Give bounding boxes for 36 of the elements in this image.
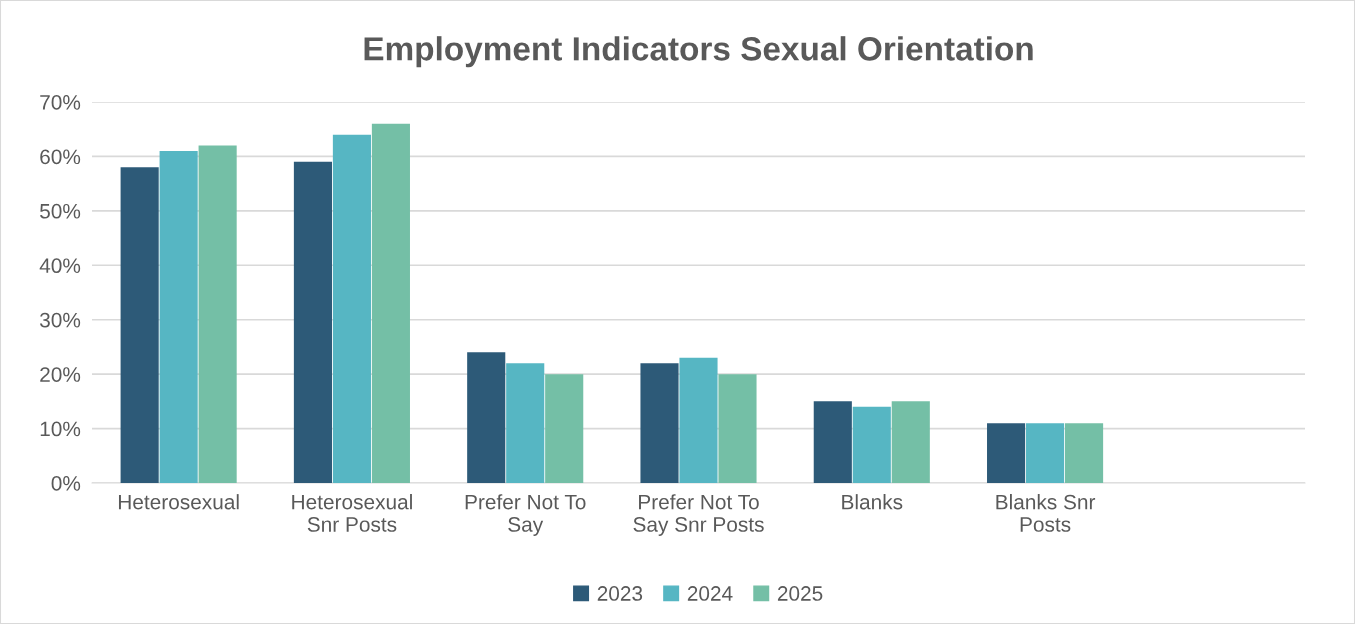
x-tick-label: Prefer Not To Say Snr Posts <box>633 494 764 536</box>
bar <box>332 134 371 483</box>
bar <box>120 167 159 483</box>
bar <box>852 406 891 483</box>
y-tick-label: 20% <box>40 367 81 382</box>
x-tick-label: Heterosexual Snr Posts <box>292 494 412 532</box>
bar <box>506 363 545 483</box>
bar <box>987 423 1026 483</box>
bar <box>640 363 679 483</box>
chart-title: Employment Indicators Sexual Orientation <box>364 36 1033 68</box>
x-tick-label: Blanks <box>842 494 903 510</box>
bar <box>813 401 852 483</box>
y-tick-label: 0% <box>51 476 81 491</box>
y-tick-label: 60% <box>40 149 81 165</box>
legend-label: 2023 <box>597 586 643 601</box>
legend-label: 2025 <box>777 586 823 601</box>
x-tick-label: Prefer Not To Say <box>465 494 586 536</box>
y-tick-label: 10% <box>40 421 81 437</box>
bar <box>718 374 757 483</box>
y-tick-label: 40% <box>39 258 81 274</box>
bar <box>467 352 506 483</box>
legend-label: 2024 <box>687 586 733 601</box>
x-tick-label: Blanks Snr Posts <box>996 494 1096 532</box>
x-tick-label: Heterosexual <box>118 494 239 510</box>
y-tick-label: 50% <box>40 203 81 219</box>
bar <box>679 357 718 483</box>
y-tick-label: 70% <box>40 95 81 110</box>
bar <box>198 145 237 483</box>
y-tick-label: 30% <box>39 312 81 328</box>
bar <box>159 150 198 483</box>
bar <box>545 374 584 483</box>
bar <box>891 401 930 483</box>
bar <box>1026 423 1065 483</box>
bar <box>1065 423 1104 483</box>
bar <box>293 161 332 483</box>
bar <box>371 123 410 483</box>
